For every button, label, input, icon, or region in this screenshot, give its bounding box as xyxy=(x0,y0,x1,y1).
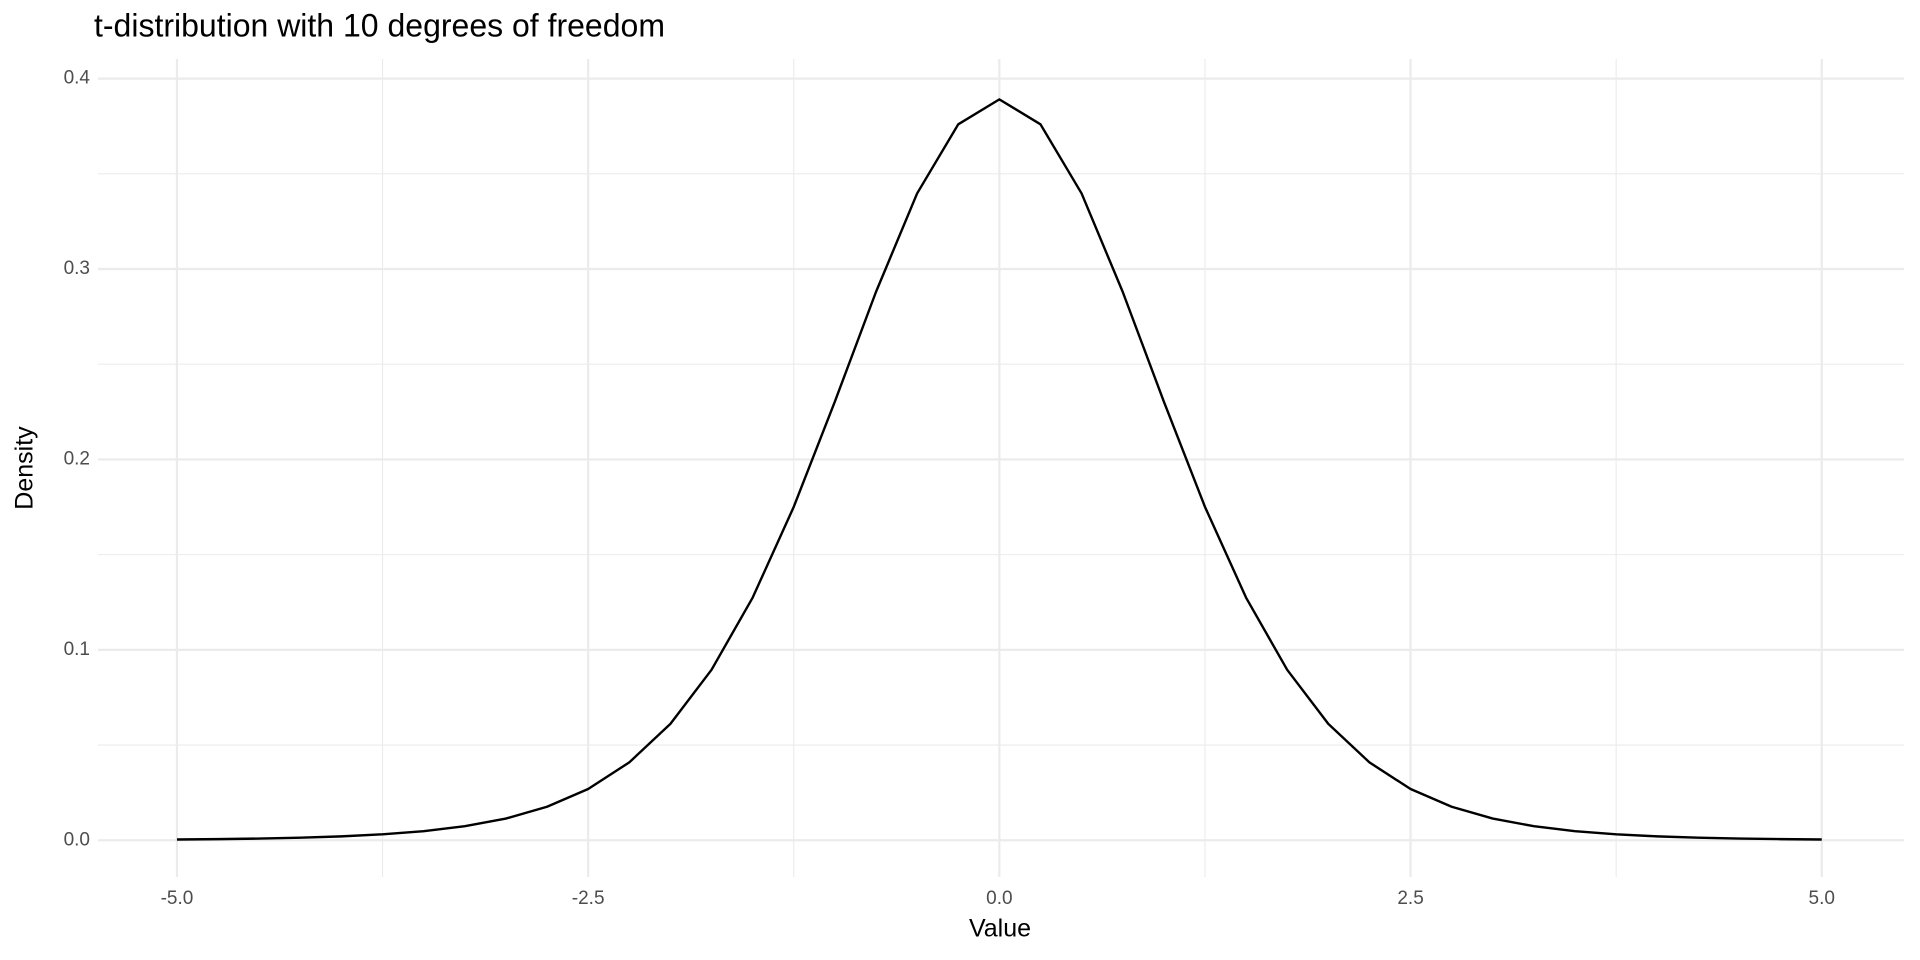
y-tick-label: 0.1 xyxy=(64,639,90,660)
chart-title: t-distribution with 10 degrees of freedo… xyxy=(94,7,665,43)
x-tick-label: -5.0 xyxy=(161,888,194,909)
y-tick-label: 0.2 xyxy=(64,448,90,469)
x-tick-label: 5.0 xyxy=(1809,888,1835,909)
y-tick-label: 0.0 xyxy=(64,829,90,850)
y-tick-label: 0.4 xyxy=(64,68,91,89)
y-axis-title: Density xyxy=(11,426,39,510)
x-tick-label: 0.0 xyxy=(986,888,1012,909)
x-tick-label: 2.5 xyxy=(1397,888,1423,909)
x-tick-label: -2.5 xyxy=(572,888,605,909)
x-axis-title: Value xyxy=(969,915,1031,943)
line xyxy=(176,98,1822,841)
y-tick-label: 0.3 xyxy=(64,258,90,279)
